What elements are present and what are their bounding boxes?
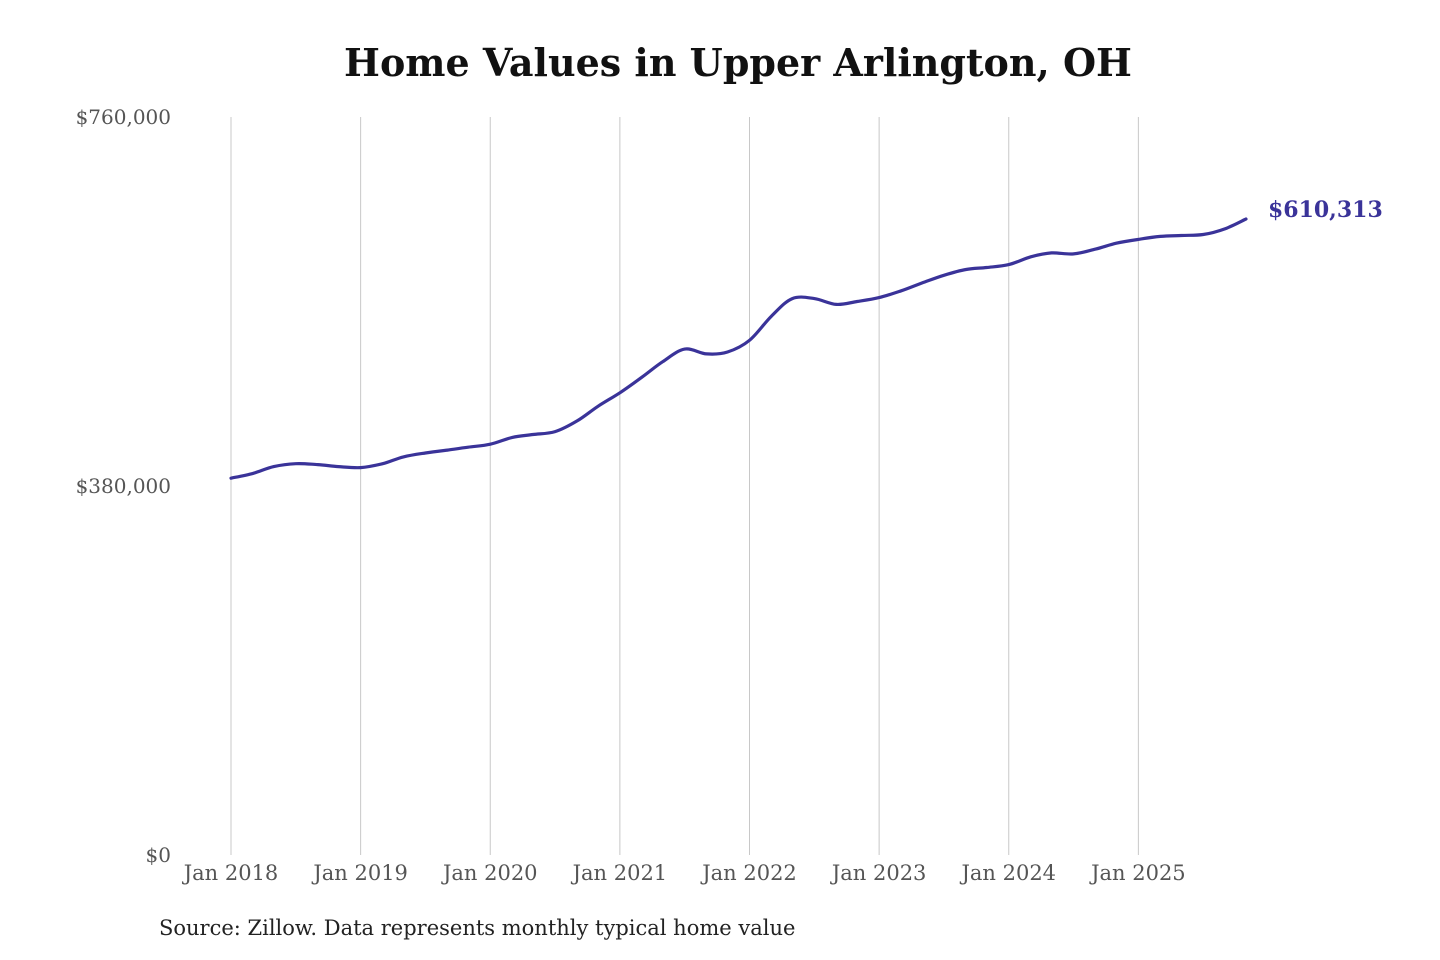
x-tick-label: Jan 2019 bbox=[311, 861, 408, 885]
x-tick-label: Jan 2025 bbox=[1089, 861, 1186, 885]
y-tick-label: $0 bbox=[146, 843, 171, 867]
x-tick-label: Jan 2018 bbox=[182, 861, 279, 885]
x-tick-label: Jan 2024 bbox=[959, 861, 1056, 885]
source-note: Source: Zillow. Data represents monthly … bbox=[159, 916, 796, 940]
gridlines bbox=[230, 117, 1139, 855]
series-layer: $610,313 bbox=[229, 197, 1383, 480]
x-tick-label: Jan 2021 bbox=[571, 861, 668, 885]
y-tick-label: $380,000 bbox=[76, 474, 171, 498]
y-axis-tick-labels: $0 $380,000 $760,000 bbox=[76, 105, 171, 867]
x-axis-tick-labels: Jan 2018 Jan 2019 Jan 2020 Jan 2021 Jan 2022… bbox=[182, 861, 1186, 885]
x-tick-label: Jan 2022 bbox=[700, 861, 797, 885]
x-tick-label: Jan 2023 bbox=[830, 861, 927, 885]
chart-title: Home Values in Upper Arlington, OH bbox=[344, 40, 1132, 85]
y-tick-label: $760,000 bbox=[76, 105, 171, 129]
series-line bbox=[229, 217, 1248, 480]
x-tick-label: Jan 2020 bbox=[441, 861, 538, 885]
series-end-value-label: $610,313 bbox=[1268, 197, 1383, 223]
